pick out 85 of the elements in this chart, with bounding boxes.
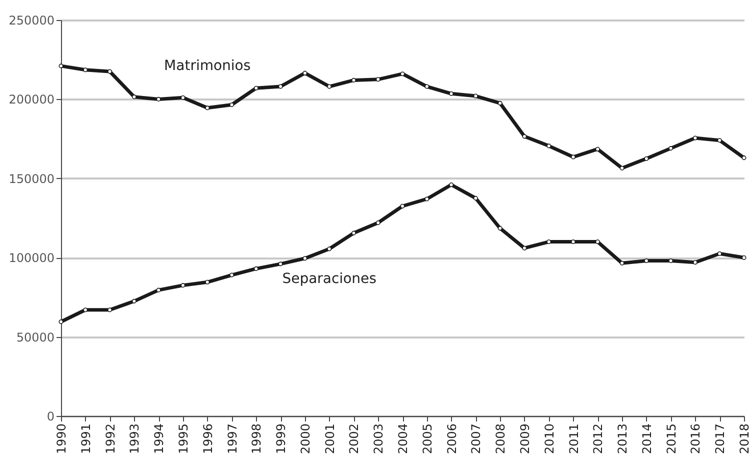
point (205, 280, 210, 284)
x-tick-label: 2004 (396, 424, 410, 454)
x-tick-label: 1992 (103, 424, 118, 454)
x-tick-label: 2014 (640, 424, 654, 454)
x-tick-label: 2008 (494, 424, 508, 454)
point (742, 255, 746, 260)
point (546, 144, 552, 148)
y-tick-label: 150000 (8, 172, 54, 186)
point (58, 64, 64, 68)
point (620, 260, 624, 266)
point (278, 84, 283, 89)
x-tick-label: 1991 (78, 424, 93, 454)
point (473, 196, 478, 200)
x-tick-label: 2006 (444, 424, 459, 454)
point (58, 319, 64, 324)
point (400, 72, 405, 76)
y-tick-label: 250000 (8, 14, 54, 28)
x-tick-label: 1997 (225, 424, 240, 454)
point (327, 84, 332, 89)
x-tick-label: 2016 (688, 424, 703, 454)
x-tick-label: 2007 (469, 424, 484, 454)
x-tick-label: 2012 (591, 424, 606, 454)
x-tick-label: 2017 (713, 424, 728, 454)
x-tick-label: 1999 (274, 424, 288, 454)
x-tick-label: 2015 (664, 424, 678, 454)
y-tick-label: 100000 (8, 251, 54, 266)
point (449, 182, 454, 188)
point (522, 134, 527, 139)
x-tick-label: 2018 (738, 424, 749, 454)
x-tick-label: 2005 (420, 424, 434, 454)
point (302, 256, 308, 261)
x-tick-label: 1990 (54, 424, 68, 454)
point (156, 96, 161, 102)
point (620, 166, 624, 170)
y-tick-label: 0 (46, 410, 54, 424)
x-tick-label: 1994 (152, 424, 166, 454)
point (132, 94, 136, 100)
point (717, 138, 722, 143)
point (229, 272, 234, 278)
point (278, 262, 283, 266)
point (498, 226, 502, 231)
point (254, 266, 258, 271)
point (400, 204, 405, 208)
point (83, 68, 88, 72)
point (156, 288, 161, 292)
point (351, 230, 356, 236)
point (644, 156, 649, 161)
point (108, 69, 112, 74)
x-tick-label: 2003 (372, 424, 386, 454)
point (327, 246, 332, 252)
x-tick-label: 1998 (250, 424, 264, 454)
point (742, 156, 746, 160)
x-tick-label: 2011 (566, 424, 581, 454)
point (595, 146, 600, 152)
x-tick-label: 2013 (616, 424, 630, 454)
point (302, 70, 308, 76)
point (570, 154, 576, 160)
point (424, 84, 430, 89)
point (522, 246, 527, 250)
point (717, 251, 722, 256)
point (254, 86, 258, 90)
y-tick-label: 50000 (16, 330, 54, 344)
point (205, 106, 210, 110)
series-label: Matrimonios (164, 58, 251, 74)
x-tick-label: 2000 (298, 424, 312, 454)
point (498, 100, 502, 106)
y-tick-label: 200000 (8, 92, 54, 107)
x-tick-label: 2002 (347, 424, 362, 454)
x-tick-label: 1996 (200, 424, 215, 454)
x-tick-label: 2001 (322, 424, 337, 454)
point (132, 298, 136, 304)
point (668, 146, 674, 151)
point (376, 220, 380, 226)
point (376, 77, 380, 82)
point (180, 283, 186, 288)
x-tick-label: 1995 (176, 424, 190, 454)
point (108, 308, 112, 312)
point (424, 196, 430, 202)
x-tick-label: 2009 (518, 424, 532, 454)
x-tick-label: 2010 (542, 424, 556, 454)
point (351, 78, 356, 82)
point (180, 95, 186, 100)
point (692, 136, 698, 140)
series-label: Separaciones (282, 270, 376, 287)
x-tick-label: 1993 (128, 424, 142, 454)
